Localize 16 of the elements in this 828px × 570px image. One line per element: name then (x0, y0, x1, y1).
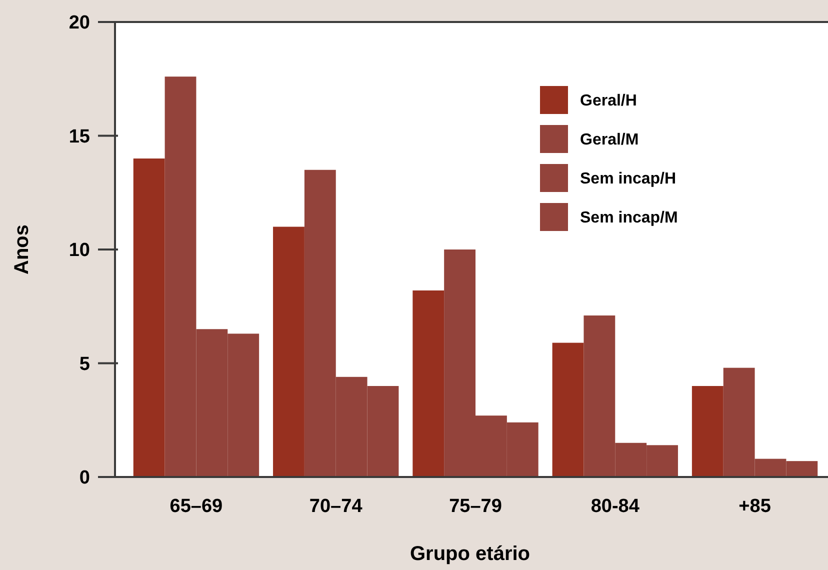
x-tick-label: 75–79 (449, 496, 502, 517)
legend-label: Geral/H (580, 92, 637, 110)
y-tick-label: 5 (79, 354, 90, 375)
x-tick-label: 80-84 (590, 496, 640, 517)
legend-label: Geral/M (580, 132, 639, 149)
y-tick-label: 15 (68, 126, 90, 148)
x-tick-label: 65–69 (170, 496, 223, 517)
x-axis-title: Grupo etário (410, 543, 530, 565)
x-tick-label: +85 (738, 496, 772, 517)
y-tick-label: 0 (79, 468, 90, 489)
y-axis-title: Anos (11, 224, 33, 274)
y-tick-label: 20 (68, 12, 90, 34)
legend-label: Sem incap/H (580, 170, 676, 188)
x-tick-label: 70–74 (309, 496, 363, 517)
legend-label: Sem incap/M (580, 210, 678, 227)
y-tick-label: 10 (68, 240, 90, 262)
